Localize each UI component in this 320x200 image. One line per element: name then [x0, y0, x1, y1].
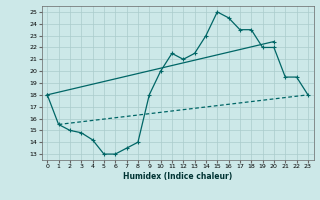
- X-axis label: Humidex (Indice chaleur): Humidex (Indice chaleur): [123, 172, 232, 181]
